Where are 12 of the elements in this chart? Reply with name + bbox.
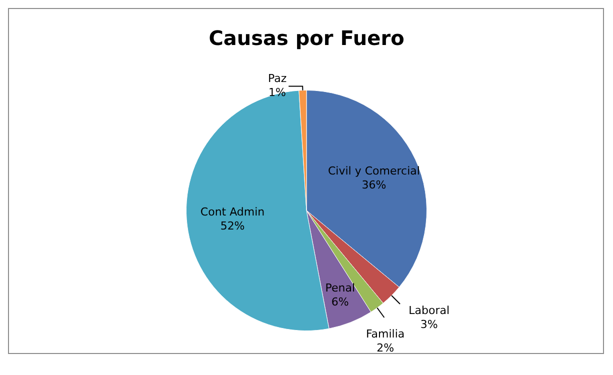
data-label: 3%: [420, 318, 438, 332]
chart-title: Causas por Fuero: [208, 26, 404, 50]
data-label: 2%: [376, 342, 394, 355]
slice-label: Penal: [325, 281, 356, 294]
slice-label: Civil y Comercial: [328, 164, 420, 178]
data-label: 52%: [220, 220, 245, 233]
data-label: 36%: [362, 178, 386, 192]
slice-label: Familia: [366, 328, 405, 341]
slice-label: Paz: [268, 72, 287, 86]
data-label: 6%: [331, 295, 349, 308]
slice-label: Laboral: [408, 304, 450, 318]
slice-label: Cont Admin: [200, 206, 265, 219]
